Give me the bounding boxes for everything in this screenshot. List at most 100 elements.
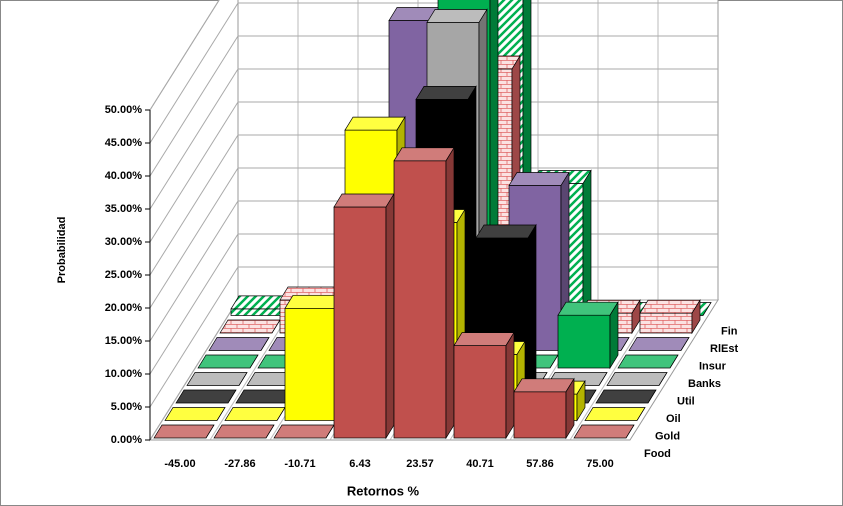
x-tick-label: -27.86 <box>224 458 255 470</box>
x-tick-label: 40.71 <box>466 458 494 470</box>
bar-side <box>658 372 668 386</box>
bar-side <box>691 298 701 335</box>
x-tick-label: 6.43 <box>349 458 370 470</box>
bar <box>513 377 575 440</box>
bar-side <box>576 379 586 422</box>
bar-top <box>617 354 679 369</box>
bar-side <box>216 407 226 421</box>
bar-top <box>573 424 635 439</box>
bar-side <box>260 337 270 351</box>
bar-top <box>475 224 537 239</box>
bar-side <box>625 424 635 439</box>
bar <box>557 300 619 370</box>
grid-line <box>149 68 718 210</box>
legend-label: Gold <box>655 430 680 442</box>
bar-front <box>393 160 447 439</box>
legend-label: Fin <box>721 325 738 337</box>
bar-side <box>598 372 608 386</box>
legend-label: Food <box>644 448 671 460</box>
y-tick-label: 50.00% <box>105 104 143 116</box>
bar-side <box>636 407 646 421</box>
bar-front <box>453 345 507 439</box>
bar-top <box>153 424 215 439</box>
legend-label: Banks <box>688 378 721 390</box>
bar-side <box>385 192 395 440</box>
y-tick-label: 0.00% <box>111 434 142 446</box>
y-tick-label: 25.00% <box>105 269 143 281</box>
bar <box>153 424 215 439</box>
x-axis-title: Retornos % <box>347 483 420 498</box>
legend-label: Oil <box>666 413 681 425</box>
bar-top <box>513 378 575 393</box>
bar-side <box>505 331 515 440</box>
bar-side <box>249 354 259 369</box>
y-tick-label: 15.00% <box>105 335 143 347</box>
bar <box>453 331 515 440</box>
legend-label: Insur <box>699 360 727 372</box>
bar-side <box>702 302 712 316</box>
bar-side <box>565 377 575 440</box>
bar <box>273 424 335 439</box>
bar-side <box>609 300 619 370</box>
bar-side <box>680 337 690 351</box>
bar-front <box>557 314 611 369</box>
bar <box>208 337 270 351</box>
x-tick-label: -45.00 <box>164 458 195 470</box>
bar-top <box>197 354 259 369</box>
bar-top <box>208 337 270 351</box>
bar-top <box>639 299 701 314</box>
x-tick-label: 75.00 <box>586 458 614 470</box>
bar <box>186 372 248 386</box>
y-tick-label: 5.00% <box>111 401 142 413</box>
bar-top <box>426 9 488 23</box>
bar-side <box>227 389 237 404</box>
bar-front <box>639 312 693 334</box>
bar-top <box>557 301 619 316</box>
bar <box>197 354 259 369</box>
grid-line <box>149 2 718 144</box>
bar <box>584 407 646 421</box>
bar-side <box>205 424 215 439</box>
bar-side <box>238 372 248 386</box>
bar-top <box>219 319 281 334</box>
y-tick-label: 45.00% <box>105 137 143 149</box>
bar-top <box>393 147 455 162</box>
bar-side <box>647 389 657 404</box>
grid-line <box>149 167 718 309</box>
bar-top <box>175 389 237 404</box>
bar <box>213 424 275 439</box>
x-tick-label: 57.86 <box>526 458 554 470</box>
bar-top <box>595 389 657 404</box>
x-tick-label: 23.57 <box>406 458 434 470</box>
grid-line <box>149 134 718 276</box>
bar <box>164 407 226 421</box>
legend-label: Util <box>677 395 695 407</box>
bar-side <box>587 389 597 404</box>
bar-front <box>230 308 284 316</box>
y-tick-label: 35.00% <box>105 203 143 215</box>
bar <box>175 389 237 404</box>
bar-front <box>513 391 567 439</box>
bar <box>628 337 690 351</box>
bar-top <box>213 424 275 439</box>
bar <box>639 298 701 335</box>
bar-side <box>582 169 592 317</box>
bar-top <box>606 372 668 386</box>
bar-side <box>265 424 275 439</box>
bar-top <box>508 172 570 186</box>
bar <box>219 319 281 334</box>
bar <box>617 354 679 369</box>
bar <box>224 407 286 421</box>
y-axis-title: Probabilidad <box>56 217 68 284</box>
bar-top <box>333 193 395 208</box>
bar <box>595 389 657 404</box>
legend-label: RlEst <box>710 343 738 355</box>
bar <box>606 372 668 386</box>
bar-top <box>164 407 226 421</box>
bar-top <box>186 372 248 386</box>
y-tick-label: 10.00% <box>105 368 143 380</box>
x-tick-label: -10.71 <box>284 458 315 470</box>
bar-front <box>284 307 338 421</box>
